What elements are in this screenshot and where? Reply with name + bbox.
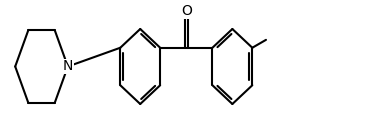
Text: N: N [63, 59, 73, 74]
Text: O: O [181, 4, 192, 18]
